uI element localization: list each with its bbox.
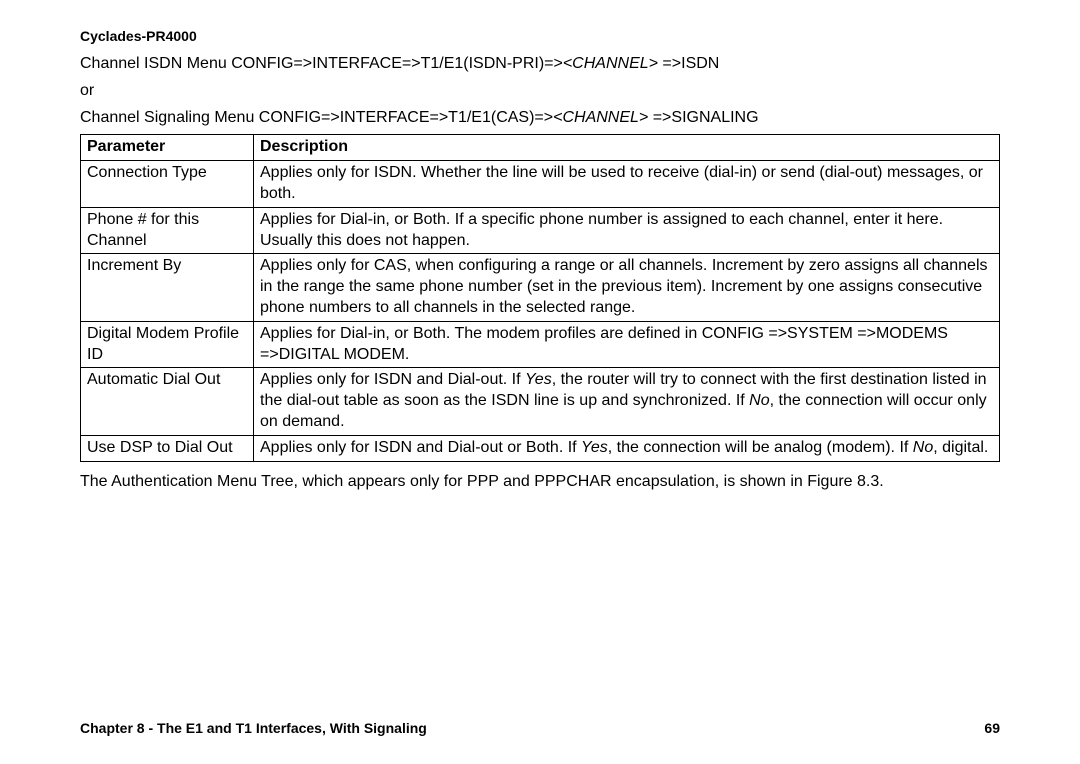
cell-desc: Applies for Dial-in, or Both. The modem … — [254, 321, 1000, 368]
cell-desc: Applies for Dial-in, or Both. If a speci… — [254, 207, 1000, 254]
document-page: Cyclades-PR4000 Channel ISDN Menu CONFIG… — [0, 0, 1080, 764]
cell-desc: Applies only for ISDN and Dial-out or Bo… — [254, 435, 1000, 461]
th-parameter: Parameter — [81, 135, 254, 161]
footer-chapter: Chapter 8 - The E1 and T1 Interfaces, Wi… — [80, 720, 427, 736]
desc-no: No — [913, 439, 933, 456]
cell-desc: Applies only for ISDN and Dial-out. If Y… — [254, 368, 1000, 435]
menu-line2-channel: <CHANNEL> — [553, 109, 648, 126]
desc-text: Applies only for ISDN and Dial-out. If — [260, 371, 525, 388]
doc-header: Cyclades-PR4000 — [80, 28, 1000, 44]
table-row: Connection Type Applies only for ISDN. W… — [81, 161, 1000, 208]
table-row: Phone # for this Channel Applies for Dia… — [81, 207, 1000, 254]
footer-page-number: 69 — [984, 720, 1000, 736]
menu-line2-pre: Channel Signaling Menu CONFIG=>INTERFACE… — [80, 109, 553, 126]
cell-param: Automatic Dial Out — [81, 368, 254, 435]
desc-text: , the connection will be analog (modem).… — [608, 439, 913, 456]
th-description: Description — [254, 135, 1000, 161]
table-header-row: Parameter Description — [81, 135, 1000, 161]
menu-line1-post: =>ISDN — [658, 55, 719, 72]
cell-param: Connection Type — [81, 161, 254, 208]
cell-param: Digital Modem Profile ID — [81, 321, 254, 368]
desc-text: Applies only for ISDN and Dial-out or Bo… — [260, 439, 581, 456]
cell-param: Increment By — [81, 254, 254, 321]
menu-or: or — [80, 81, 1000, 102]
menu-line1-channel: <CHANNEL> — [563, 55, 658, 72]
after-paragraph: The Authentication Menu Tree, which appe… — [80, 472, 1000, 493]
cell-param: Use DSP to Dial Out — [81, 435, 254, 461]
cell-desc: Applies only for CAS, when configuring a… — [254, 254, 1000, 321]
page-footer: Chapter 8 - The E1 and T1 Interfaces, Wi… — [80, 720, 1000, 736]
table-row: Automatic Dial Out Applies only for ISDN… — [81, 368, 1000, 435]
table-row: Increment By Applies only for CAS, when … — [81, 254, 1000, 321]
table-row: Use DSP to Dial Out Applies only for ISD… — [81, 435, 1000, 461]
desc-text: , digital. — [933, 439, 988, 456]
table-row: Digital Modem Profile ID Applies for Dia… — [81, 321, 1000, 368]
desc-yes: Yes — [581, 439, 608, 456]
menu-line2-post: =>SIGNALING — [648, 109, 758, 126]
parameter-table: Parameter Description Connection Type Ap… — [80, 134, 1000, 461]
menu-path-2: Channel Signaling Menu CONFIG=>INTERFACE… — [80, 108, 1000, 129]
menu-path-1: Channel ISDN Menu CONFIG=>INTERFACE=>T1/… — [80, 54, 1000, 75]
cell-param: Phone # for this Channel — [81, 207, 254, 254]
desc-yes: Yes — [525, 371, 552, 388]
cell-desc: Applies only for ISDN. Whether the line … — [254, 161, 1000, 208]
menu-line1-pre: Channel ISDN Menu CONFIG=>INTERFACE=>T1/… — [80, 55, 563, 72]
desc-no: No — [749, 392, 769, 409]
